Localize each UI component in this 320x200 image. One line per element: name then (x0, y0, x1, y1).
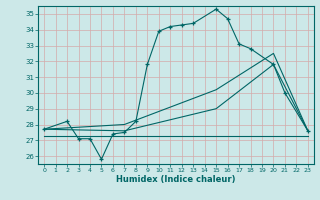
X-axis label: Humidex (Indice chaleur): Humidex (Indice chaleur) (116, 175, 236, 184)
